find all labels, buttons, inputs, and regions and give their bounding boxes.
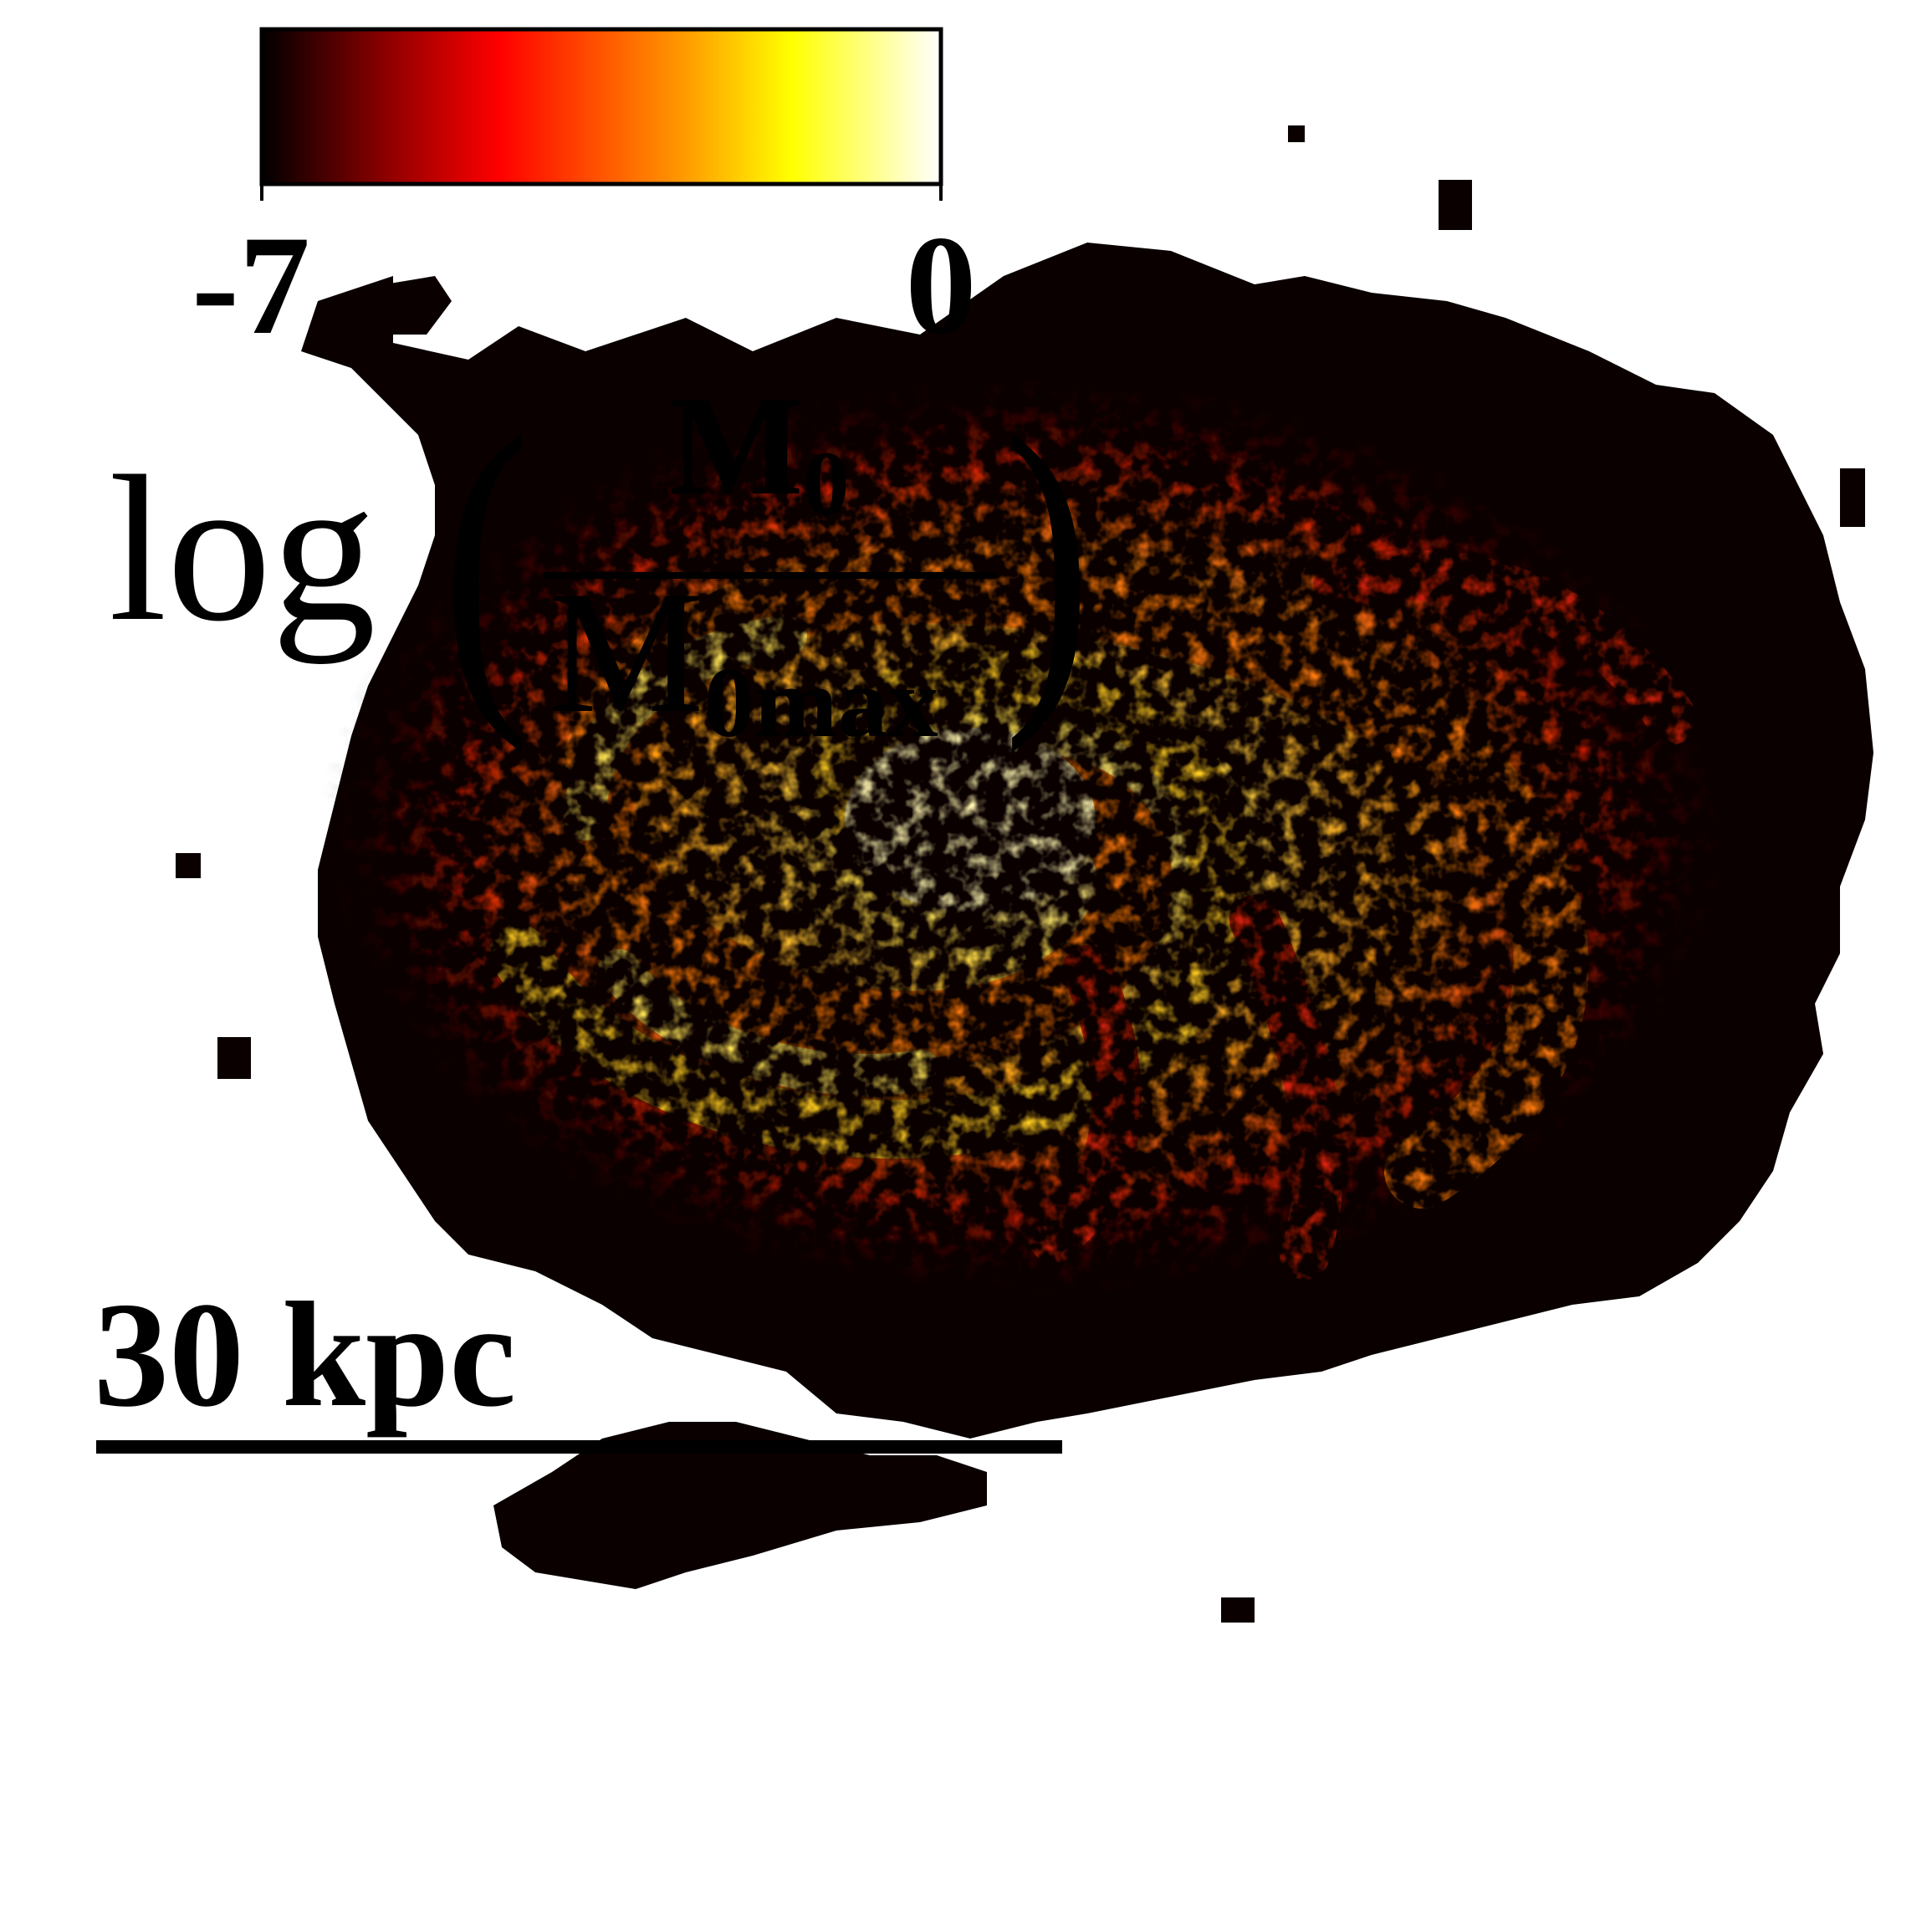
- galaxy-core: [845, 728, 1096, 912]
- scale-bar-label: 30 kpc: [94, 1271, 516, 1438]
- open-paren: (: [442, 365, 530, 754]
- denominator-symbol: M: [548, 555, 704, 749]
- colorbar: -7 0: [192, 27, 977, 364]
- colorbar-max-label: 0: [906, 207, 977, 364]
- fraction-numerator: M0: [669, 367, 849, 534]
- denominator-subscript: 0max: [704, 647, 938, 758]
- halo-upper-left-clump: [385, 276, 452, 335]
- close-paren: ): [1004, 365, 1091, 754]
- spiral-arm: [489, 644, 1249, 1159]
- fraction-denominator: M0max: [548, 555, 938, 758]
- colorbar-min-label: -7: [192, 207, 310, 364]
- log-prefix: log: [109, 433, 376, 665]
- halo-speck: [1288, 125, 1305, 142]
- spiral-arm: [565, 615, 941, 1096]
- spiral-arm: [1029, 549, 1698, 1280]
- colorbar-gradient: [259, 27, 943, 187]
- quantity-label: log ( ) M0 M0max: [109, 365, 1091, 758]
- spiral-disk: [318, 368, 1740, 1305]
- scale-bar: 30 kpc: [94, 1271, 1062, 1454]
- halo-speck: [176, 853, 201, 878]
- halo-lower-plume: [493, 1422, 987, 1589]
- numerator-subscript: 0: [803, 432, 849, 534]
- halo-speck: [1840, 468, 1865, 527]
- halo-speck: [217, 1037, 251, 1079]
- halo-speck: [1439, 180, 1472, 230]
- halo-speck: [1221, 1597, 1255, 1623]
- numerator-symbol: M: [669, 367, 803, 524]
